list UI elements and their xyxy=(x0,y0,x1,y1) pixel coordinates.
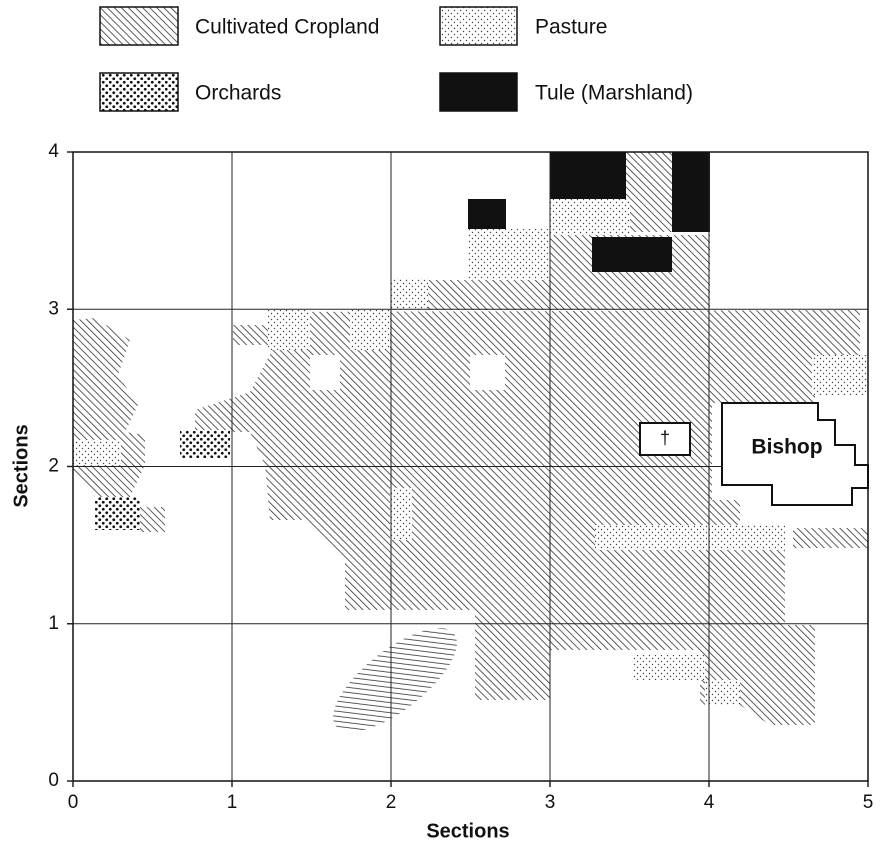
cropland xyxy=(793,528,868,548)
pasture xyxy=(350,310,390,350)
cropland xyxy=(626,152,672,232)
cropland xyxy=(73,318,145,497)
orchard xyxy=(95,497,140,530)
x-tick-label: 5 xyxy=(863,792,874,813)
x-tick-label: 2 xyxy=(386,792,397,813)
pasture xyxy=(390,488,412,540)
tule xyxy=(468,199,506,229)
town-label: Bishop xyxy=(751,436,822,459)
legend-label: Orchards xyxy=(195,82,281,105)
pasture xyxy=(268,310,310,350)
pasture xyxy=(550,199,630,235)
orchard xyxy=(180,430,230,458)
tule xyxy=(592,237,672,272)
pasture xyxy=(705,680,740,705)
y-tick-label: 3 xyxy=(48,298,59,319)
town-outline xyxy=(721,402,869,506)
tule xyxy=(550,152,626,199)
tule xyxy=(672,152,710,232)
legend: Cultivated Cropland Pasture Orchards Tul… xyxy=(99,6,693,112)
y-tick-label: 1 xyxy=(48,613,59,634)
church-symbol: † xyxy=(660,428,670,448)
legend-label: Tule (Marshland) xyxy=(535,82,693,105)
legend-swatch xyxy=(99,6,179,46)
legend-label: Pasture xyxy=(535,16,607,39)
church-box xyxy=(639,422,691,456)
cropland xyxy=(195,310,860,725)
pasture xyxy=(73,440,121,465)
pasture xyxy=(468,229,550,280)
legend-swatch xyxy=(99,72,179,112)
pasture xyxy=(595,525,785,550)
x-axis-label: Sections xyxy=(426,820,509,842)
legend-swatch xyxy=(439,72,518,112)
clearing xyxy=(310,355,340,390)
legend-swatch xyxy=(439,6,518,46)
legend-label: Cultivated Cropland xyxy=(195,16,379,39)
y-tick-label: 4 xyxy=(48,141,59,162)
cropland xyxy=(333,628,457,732)
x-tick-label: 3 xyxy=(545,792,556,813)
x-tick-label: 1 xyxy=(227,792,238,813)
clearing xyxy=(470,355,505,390)
pasture xyxy=(812,355,868,395)
x-tick-label: 4 xyxy=(704,792,715,813)
cropland xyxy=(428,280,550,310)
y-tick-label: 2 xyxy=(48,456,59,477)
pasture xyxy=(632,655,705,680)
y-tick-label: 0 xyxy=(48,770,59,791)
y-axis-label: Sections xyxy=(10,424,32,507)
regions xyxy=(73,152,868,732)
x-tick-label: 0 xyxy=(68,792,79,813)
pasture xyxy=(390,278,428,310)
cropland xyxy=(140,507,165,532)
